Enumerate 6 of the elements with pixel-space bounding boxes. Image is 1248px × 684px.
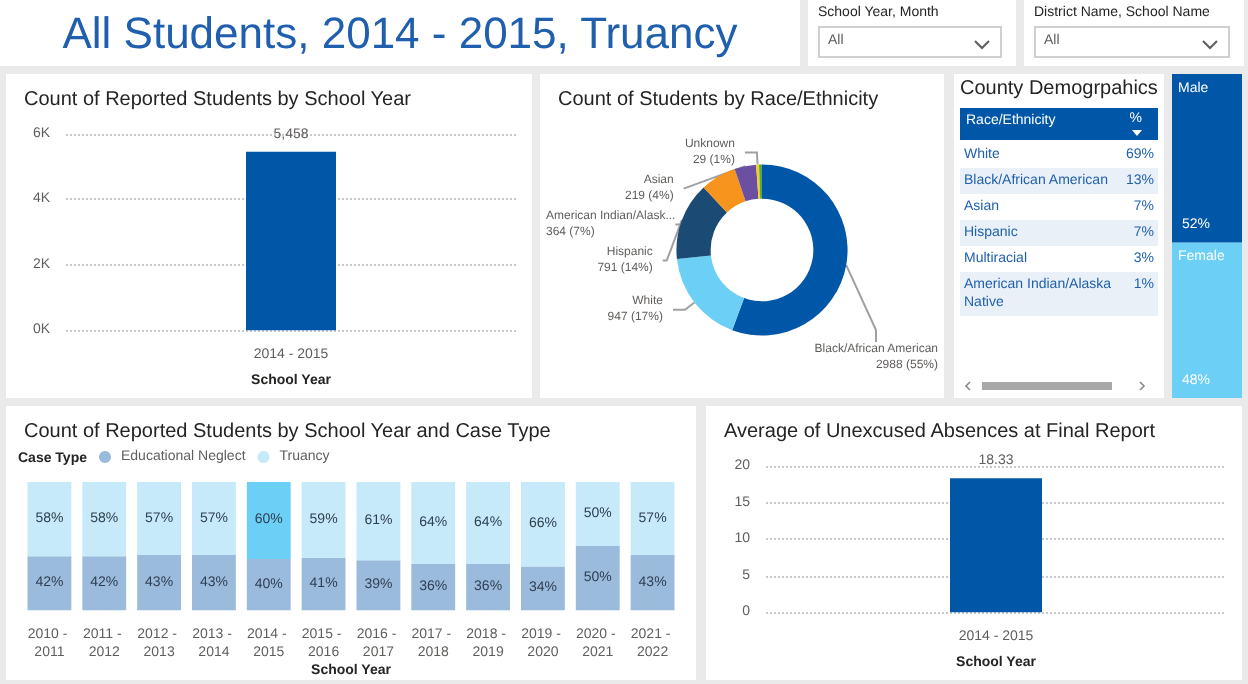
- chart-title: Count of Reported Students by School Year and Case Type: [24, 421, 552, 443]
- text: County Demogrpahics: [960, 78, 1158, 100]
- text: All Students, 2014 - 2015, Truancy: [60, 8, 740, 60]
- chart-title: Count of Reported Students by School Year: [24, 89, 413, 111]
- chart-title: Count of Students by Race/Ethnicity: [558, 89, 879, 111]
- chart-title: Average of Unexcused Absences at Final Report: [724, 421, 1156, 443]
